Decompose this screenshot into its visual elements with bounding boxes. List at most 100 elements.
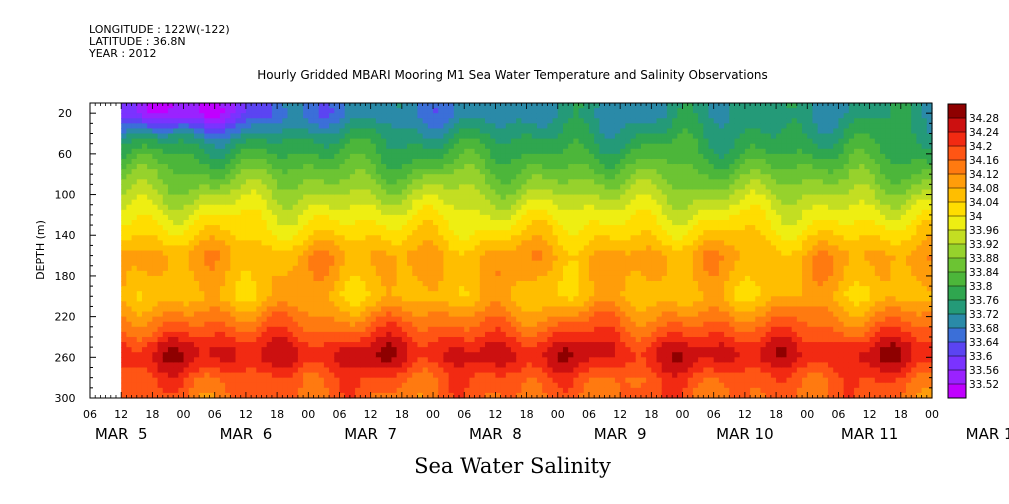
- heatmap-cell: [381, 342, 387, 348]
- heatmap-cell: [157, 240, 164, 247]
- heatmap-cell: [183, 194, 190, 201]
- heatmap-cell: [557, 270, 564, 277]
- heatmap-cell: [365, 326, 372, 333]
- heatmap-cell: [531, 143, 538, 150]
- heatmap-cell: [235, 108, 242, 114]
- heatmap-cell: [344, 108, 351, 114]
- heatmap-cell: [178, 194, 185, 201]
- heatmap-cell: [235, 174, 242, 180]
- heatmap-cell: [547, 255, 554, 262]
- heatmap-cell: [173, 281, 179, 287]
- heatmap-cell: [313, 123, 320, 130]
- heatmap-cell: [516, 301, 522, 308]
- heatmap-cell: [516, 347, 522, 353]
- heatmap-cell: [266, 291, 273, 297]
- heatmap-cell: [318, 270, 325, 277]
- heatmap-cell: [173, 250, 179, 257]
- heatmap-cell: [214, 128, 221, 135]
- heatmap-cell: [313, 189, 320, 196]
- heatmap-cell: [344, 342, 351, 348]
- heatmap-cell: [251, 301, 257, 308]
- heatmap-cell: [183, 342, 190, 348]
- heatmap-cell: [433, 108, 439, 114]
- heatmap-cell: [552, 148, 559, 155]
- heatmap-cell: [318, 352, 325, 358]
- heatmap-cell: [240, 245, 247, 252]
- heatmap-cell: [396, 372, 403, 379]
- heatmap-cell: [204, 250, 211, 257]
- heatmap-cell: [443, 357, 450, 363]
- heatmap-cell: [235, 164, 242, 170]
- heatmap-cell: [167, 158, 174, 165]
- heatmap-cell: [531, 255, 538, 262]
- heatmap-cell: [141, 153, 148, 160]
- heatmap-cell: [448, 209, 455, 216]
- heatmap-cell: [214, 260, 221, 267]
- heatmap-cell: [209, 281, 216, 287]
- heatmap-cell: [391, 153, 398, 160]
- heatmap-cell: [469, 367, 476, 374]
- heatmap-cell: [219, 306, 226, 313]
- heatmap-cell: [318, 377, 325, 384]
- heatmap-cell: [136, 128, 143, 135]
- heatmap-cell: [256, 316, 263, 323]
- heatmap-cell: [277, 392, 283, 399]
- heatmap-cell: [256, 372, 263, 379]
- heatmap-cell: [531, 336, 538, 343]
- heatmap-cell: [433, 184, 439, 191]
- heatmap-cell: [417, 219, 424, 226]
- heatmap-cell: [245, 316, 252, 323]
- heatmap-cell: [396, 275, 403, 282]
- heatmap-cell: [261, 306, 268, 313]
- heatmap-cell: [469, 291, 476, 297]
- heatmap-cell: [349, 387, 356, 394]
- heatmap-cell: [178, 240, 185, 247]
- heatmap-cell: [167, 204, 174, 211]
- heatmap-cell: [162, 260, 169, 267]
- heatmap-cell: [126, 189, 133, 196]
- heatmap-cell: [178, 286, 185, 292]
- heatmap-cell: [557, 265, 564, 272]
- heatmap-cell: [167, 230, 174, 236]
- heatmap-cell: [147, 382, 153, 389]
- heatmap-cell: [552, 296, 559, 302]
- heatmap-cell: [121, 311, 127, 318]
- heatmap-cell: [511, 255, 517, 262]
- heatmap-cell: [391, 331, 398, 338]
- heatmap-cell: [245, 169, 252, 175]
- heatmap-cell: [422, 123, 429, 130]
- heatmap-cell: [375, 214, 382, 221]
- heatmap-cell: [245, 296, 252, 302]
- heatmap-cell: [157, 377, 164, 384]
- heatmap-cell: [536, 281, 543, 287]
- heatmap-cell: [438, 128, 445, 135]
- heatmap-cell: [188, 286, 195, 292]
- heatmap-cell: [422, 148, 429, 155]
- heatmap-cell: [199, 128, 205, 135]
- heatmap-cell: [167, 143, 174, 150]
- heatmap-cell: [261, 148, 268, 155]
- heatmap-cell: [334, 225, 341, 231]
- heatmap-cell: [141, 214, 148, 221]
- heatmap-cell: [464, 225, 471, 231]
- heatmap-cell: [542, 281, 548, 287]
- heatmap-cell: [219, 347, 226, 353]
- heatmap-cell: [417, 342, 424, 348]
- heatmap-cell: [162, 326, 169, 333]
- heatmap-cell: [505, 316, 512, 323]
- heatmap-cell: [511, 260, 517, 267]
- heatmap-cell: [292, 377, 299, 384]
- heatmap-cell: [167, 291, 174, 297]
- heatmap-cell: [557, 123, 564, 130]
- heatmap-cell: [235, 347, 242, 353]
- heatmap-cell: [360, 174, 367, 180]
- heatmap-cell: [355, 225, 361, 231]
- heatmap-cell: [230, 138, 237, 145]
- heatmap-cell: [469, 103, 476, 109]
- heatmap-cell: [427, 286, 434, 292]
- heatmap-cell: [152, 214, 159, 221]
- heatmap-cell: [121, 128, 127, 135]
- heatmap-cell: [552, 281, 559, 287]
- heatmap-cell: [173, 199, 179, 206]
- heatmap-cell: [464, 235, 471, 241]
